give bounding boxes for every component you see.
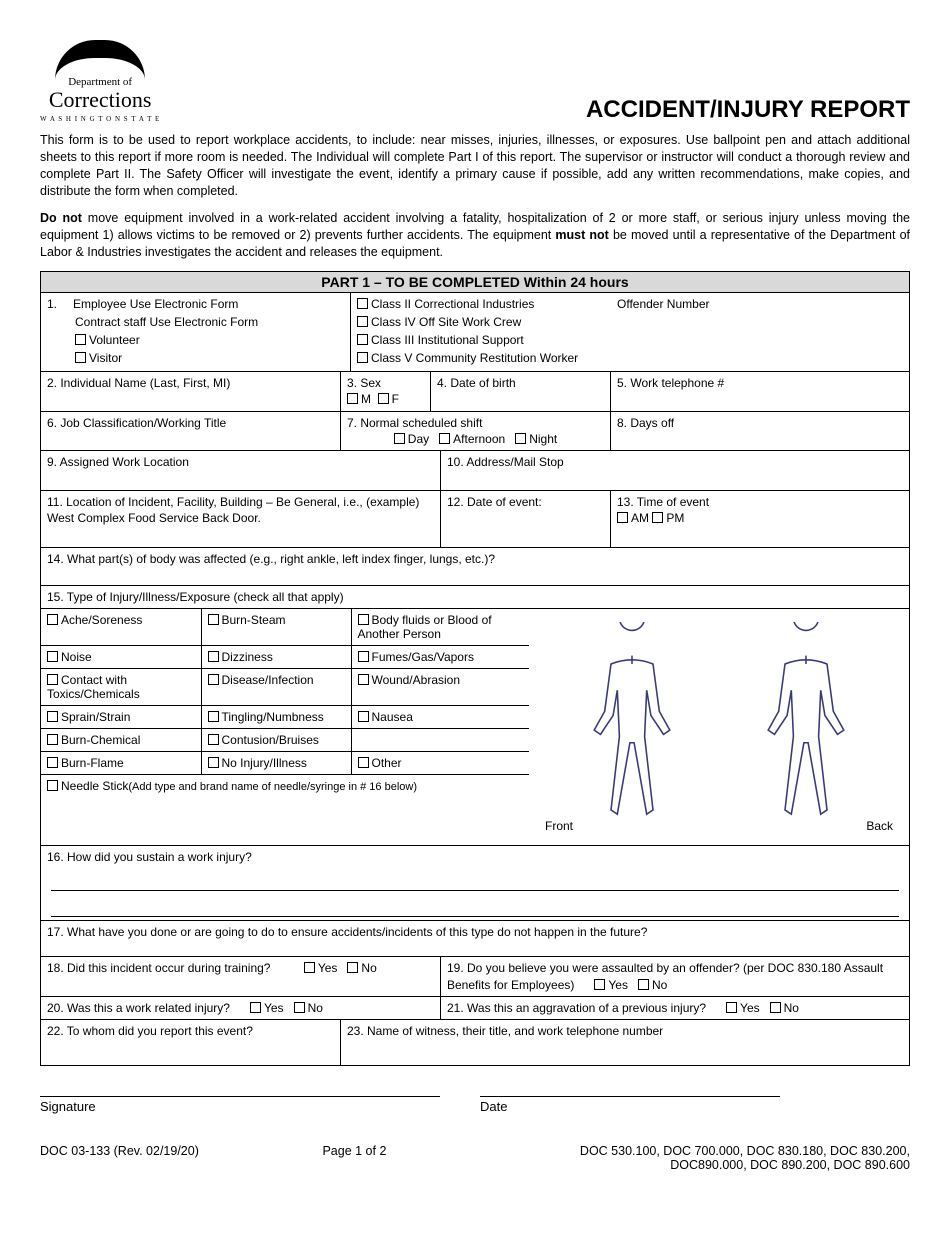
cb-18-yes[interactable] [304,962,315,973]
body-back-icon [741,622,871,832]
cb-ache[interactable] [47,614,58,625]
field-1-left: 1.Employee Use Electronic Form Contract … [41,293,351,372]
intro-paragraph-2: Do not move equipment involved in a work… [40,210,910,261]
field-address-mailstop[interactable]: 10. Address/Mail Stop [441,451,909,490]
cb-no-injury[interactable] [208,757,219,768]
checkbox-class4[interactable] [357,316,368,327]
cb-20-yes[interactable] [250,1002,261,1013]
checkbox-am[interactable] [617,512,628,523]
checkbox-sex-m[interactable] [347,393,358,404]
logo-corrections: Corrections [49,87,152,112]
footer-right: DOC 530.100, DOC 700.000, DOC 830.180, D… [510,1144,910,1172]
field-job-class[interactable]: 6. Job Classification/Working Title [41,412,341,450]
field-body-parts[interactable]: 14. What part(s) of body was affected (e… [41,548,909,585]
field-dob[interactable]: 4. Date of birth [431,372,611,410]
form-grid: 1.Employee Use Electronic Form Contract … [40,293,910,1067]
field-offender-number[interactable]: Offender Number [611,293,909,372]
cb-dizziness[interactable] [208,651,219,662]
field-work-phone[interactable]: 5. Work telephone # [611,372,909,410]
checkbox-day[interactable] [394,433,405,444]
cb-21-no[interactable] [770,1002,781,1013]
cb-sprain[interactable] [47,711,58,722]
checkbox-class5[interactable] [357,352,368,363]
field-individual-name[interactable]: 2. Individual Name (Last, First, MI) [41,372,341,410]
body-front-label: Front [545,818,573,834]
field-18: 18. Did this incident occur during train… [41,957,441,995]
checkbox-visitor[interactable] [75,352,86,363]
checkbox-sex-f[interactable] [378,393,389,404]
checkbox-volunteer[interactable] [75,334,86,345]
cb-18-no[interactable] [347,962,358,973]
cb-wound[interactable] [358,674,369,685]
injury-type-table: Ache/Soreness Burn-Steam Body fluids or … [41,609,529,829]
field-15-header: 15. Type of Injury/Illness/Exposure (che… [41,586,909,608]
signature-row: Signature Date [40,1096,910,1114]
doc-logo: Department of Corrections W A S H I N G … [40,40,160,124]
cb-body-fluids[interactable] [358,614,369,625]
signature-line[interactable]: Signature [40,1096,440,1114]
field-incident-location[interactable]: 11. Location of Incident, Facility, Buil… [41,491,441,546]
field-time-event: 13. Time of event AM PM [611,491,909,546]
checkbox-afternoon[interactable] [439,433,450,444]
field-16[interactable]: 16. How did you sustain a work injury? [41,846,909,920]
footer-center: Page 1 of 2 [322,1144,386,1158]
field-date-event[interactable]: 12. Date of event: [441,491,611,546]
page-header: Department of Corrections W A S H I N G … [40,40,910,124]
cb-noise[interactable] [47,651,58,662]
field-22[interactable]: 22. To whom did you report this event? [41,1020,341,1065]
field-shift: 7. Normal scheduled shift Day Afternoon … [341,412,611,450]
cb-19-no[interactable] [638,979,649,990]
page-title: ACCIDENT/INJURY REPORT [586,96,910,124]
field-1-mid: Class II Correctional Industries Class I… [351,293,611,372]
field-21: 21. Was this an aggravation of a previou… [441,997,909,1019]
field-sex: 3. Sex M F [341,372,431,410]
cb-21-yes[interactable] [726,1002,737,1013]
checkbox-night[interactable] [515,433,526,444]
field-work-location[interactable]: 9. Assigned Work Location [41,451,441,490]
cb-needle[interactable] [47,780,58,791]
cb-tingling[interactable] [208,711,219,722]
body-front-icon [567,622,697,832]
checkbox-class2[interactable] [357,298,368,309]
cb-nausea[interactable] [358,711,369,722]
cb-burn-steam[interactable] [208,614,219,625]
part1-header: PART 1 – TO BE COMPLETED Within 24 hours [40,271,910,293]
cb-toxics[interactable] [47,674,58,685]
field-days-off[interactable]: 8. Days off [611,412,909,450]
logo-state: W A S H I N G T O N S T A T E [40,115,160,123]
cb-burn-flame[interactable] [47,757,58,768]
cb-20-no[interactable] [294,1002,305,1013]
cb-burn-chem[interactable] [47,734,58,745]
field-19: 19. Do you believe you were assaulted by… [441,957,909,995]
cb-19-yes[interactable] [594,979,605,990]
body-diagram[interactable]: Front Back [529,609,909,845]
cb-contusion[interactable] [208,734,219,745]
checkbox-class3[interactable] [357,334,368,345]
field-17[interactable]: 17. What have you done or are going to d… [41,921,909,956]
body-back-label: Back [866,818,893,834]
checkbox-pm[interactable] [652,512,663,523]
page-footer: DOC 03-133 (Rev. 02/19/20) Page 1 of 2 D… [40,1144,910,1172]
footer-left: DOC 03-133 (Rev. 02/19/20) [40,1144,199,1158]
cb-other[interactable] [358,757,369,768]
field-20: 20. Was this a work related injury? Yes … [41,997,441,1019]
cb-fumes[interactable] [358,651,369,662]
intro-paragraph-1: This form is to be used to report workpl… [40,132,910,200]
cb-disease[interactable] [208,674,219,685]
field-23[interactable]: 23. Name of witness, their title, and wo… [341,1020,909,1065]
date-line[interactable]: Date [480,1096,780,1114]
